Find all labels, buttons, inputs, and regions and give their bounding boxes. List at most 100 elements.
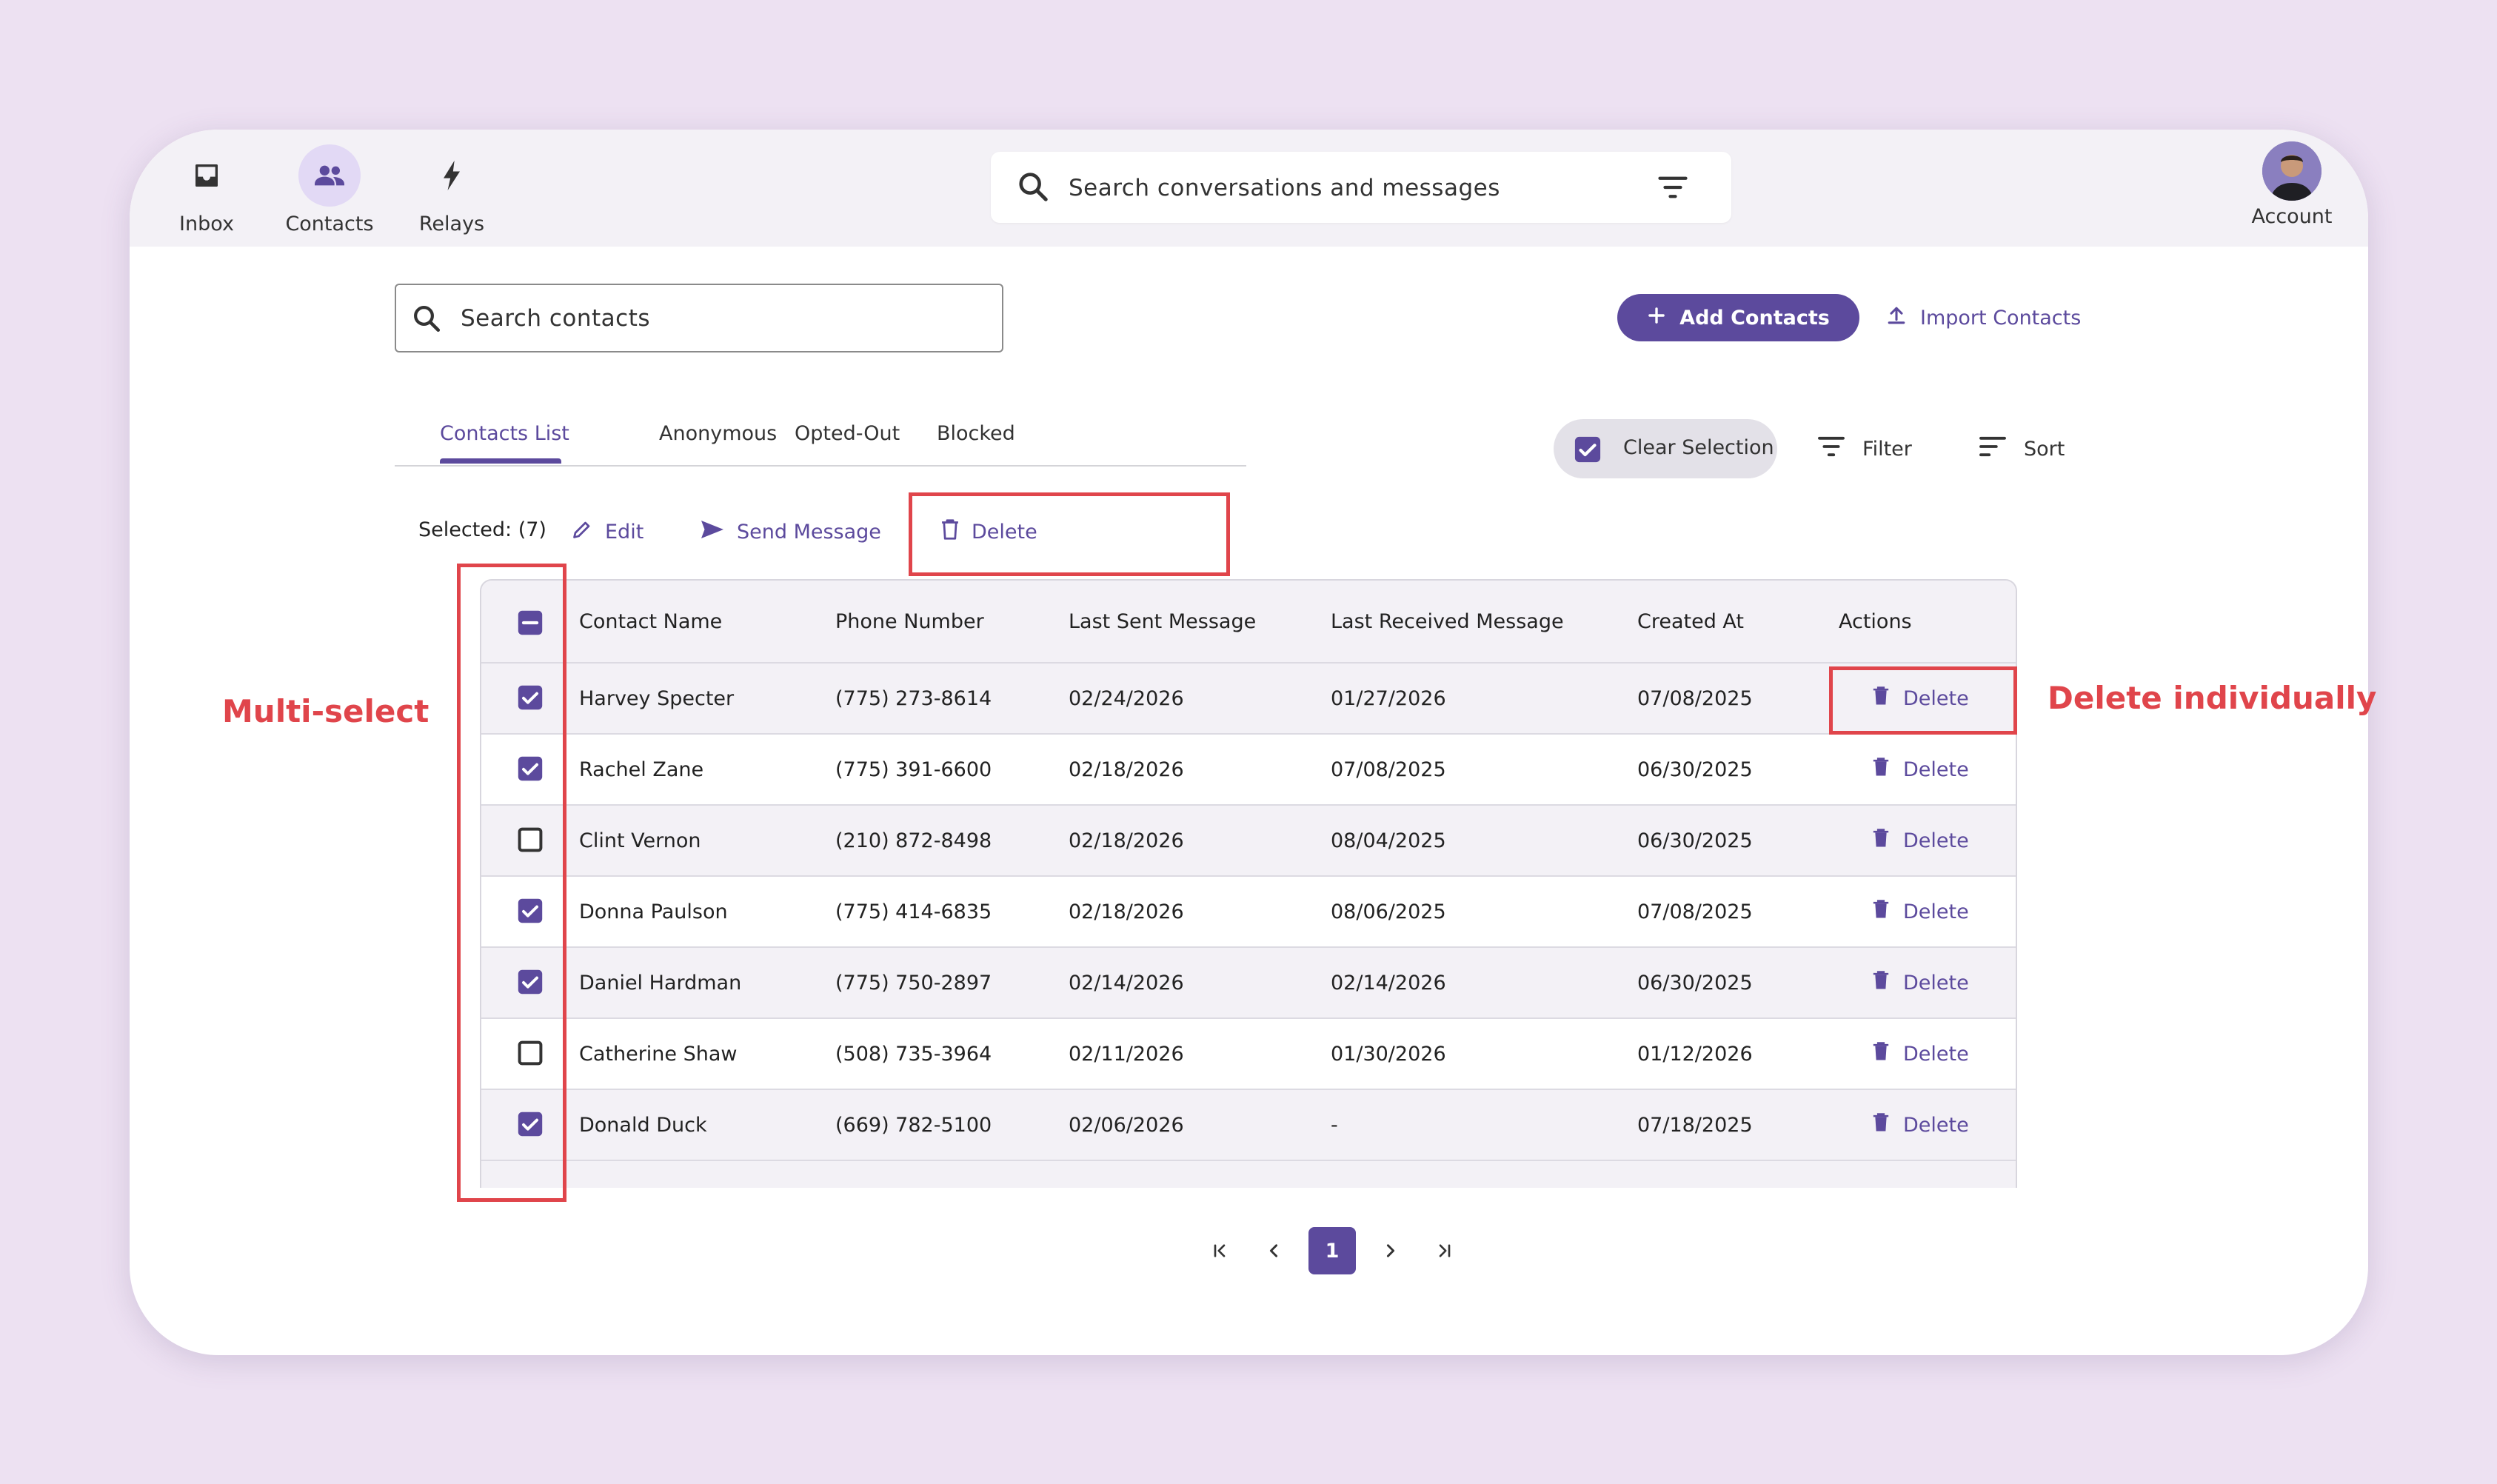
table-row[interactable]: Rachel Zane (775) 391-6600 02/18/2026 07/08… [481,735,2016,806]
search-icon [1016,170,1050,207]
nav-item-inbox[interactable]: Inbox [151,144,262,235]
nav-label-inbox: Inbox [179,213,234,235]
row-checkbox-checked[interactable] [517,755,544,785]
contacts-table: Contact Name Phone Number Last Sent Mess… [480,579,2017,1188]
selected-count: Selected: (7) [418,518,546,541]
bulk-edit-button[interactable]: Edit [571,518,644,546]
row-checkbox-checked[interactable] [517,969,544,998]
row-delete-button[interactable]: Delete [1872,828,1969,854]
tab-opted-out[interactable]: Opted-Out [795,422,900,445]
row-delete-label: Delete [1903,900,1969,923]
row-checkbox-unchecked[interactable] [517,1040,544,1069]
current-page-button[interactable]: 1 [1308,1227,1356,1274]
column-header-created-at[interactable]: Created At [1637,610,1745,633]
last-sent-cell: 02/18/2026 [1069,900,1184,923]
trash-icon [1872,1041,1890,1067]
account-label: Account [2251,205,2333,228]
row-checkbox-checked[interactable] [517,684,544,714]
bolt-icon [421,144,483,207]
last-sent-cell: 02/14/2026 [1069,972,1184,995]
sort-button[interactable]: Sort [1978,435,2065,464]
sort-label: Sort [2024,438,2065,461]
created-at-cell: 07/18/2025 [1637,1114,1753,1137]
nav-item-relays[interactable]: Relays [396,144,507,235]
contact-name-cell: Daniel Hardman [579,972,742,995]
account-menu[interactable]: Account [2218,141,2366,228]
last-sent-cell: 02/18/2026 [1069,829,1184,852]
filter-icon[interactable] [1657,174,1688,204]
column-header-last-received-message[interactable]: Last Received Message [1331,610,1564,633]
row-checkbox-unchecked[interactable] [517,826,544,856]
tab-blocked[interactable]: Blocked [937,422,1015,445]
last-sent-cell: 02/24/2026 [1069,687,1184,710]
clear-selection-label: Clear Selection [1623,436,1774,459]
phone-number-cell: (508) 735-3964 [835,1043,992,1066]
select-all-checkbox[interactable] [517,609,544,639]
row-delete-label: Delete [1903,829,1969,852]
last-received-cell: 07/08/2025 [1331,758,1446,781]
column-header-contact-name[interactable]: Contact Name [579,610,723,633]
multi-select-highlight [457,564,566,1202]
row-delete-button[interactable]: Delete [1872,1041,1969,1067]
column-header-phone-number[interactable]: Phone Number [835,610,984,633]
bulk-send-message-button[interactable]: Send Message [700,518,881,546]
import-contacts-button[interactable]: Import Contacts [1886,294,2081,341]
row-delete-button[interactable]: Delete [1872,686,1969,712]
active-tab-indicator [440,458,561,464]
contact-name-cell: Clint Vernon [579,829,701,852]
created-at-cell: 06/30/2025 [1637,972,1753,995]
clear-selection-button[interactable]: Clear Selection [1554,419,1777,478]
previous-page-icon[interactable] [1250,1227,1297,1274]
table-header: Contact Name Phone Number Last Sent Mess… [481,581,2016,664]
filter-label: Filter [1862,438,1912,461]
avatar[interactable] [2262,141,2321,201]
row-delete-label: Delete [1903,1043,1969,1066]
contact-name-cell: Donald Duck [579,1114,707,1137]
filter-button[interactable]: Filter [1816,435,1912,464]
column-header-last-sent-message[interactable]: Last Sent Message [1069,610,1257,633]
tab-anonymous[interactable]: Anonymous [659,422,778,445]
contacts-search-input[interactable]: Search contacts [461,305,651,332]
phone-number-cell: (210) 872-8498 [835,829,992,852]
bulk-send-message-label: Send Message [737,521,881,544]
plus-icon [1647,306,1666,330]
trash-icon [1872,828,1890,854]
global-search-input[interactable]: Search conversations and messages [1069,175,1500,201]
search-icon [411,303,442,337]
tab-contacts-list[interactable]: Contacts List [440,422,569,445]
created-at-cell: 01/12/2026 [1637,1043,1753,1066]
contacts-icon [298,144,361,207]
row-delete-button[interactable]: Delete [1872,970,1969,996]
row-delete-label: Delete [1903,687,1969,710]
last-received-cell: 01/30/2026 [1331,1043,1446,1066]
created-at-cell: 06/30/2025 [1637,829,1753,852]
upload-icon [1886,305,1907,331]
table-row[interactable]: Catherine Shaw (508) 735-3964 02/11/2026 01… [481,1019,2016,1090]
table-row[interactable]: Harvey Specter (775) 273-8614 02/24/2026 01… [481,664,2016,735]
row-checkbox-checked[interactable] [517,898,544,927]
add-contacts-button[interactable]: Add Contacts [1617,294,1859,341]
bulk-delete-button[interactable]: Delete [940,518,1037,546]
next-page-icon[interactable] [1367,1227,1414,1274]
first-page-icon[interactable] [1196,1227,1243,1274]
table-row[interactable]: Donald Duck (669) 782-5100 02/06/2026 - 07/1… [481,1090,2016,1161]
table-row[interactable]: Clint Vernon (210) 872-8498 02/18/2026 08/0… [481,806,2016,877]
global-search[interactable]: Search conversations and messages [991,152,1731,223]
phone-number-cell: (775) 391-6600 [835,758,992,781]
row-checkbox-checked[interactable] [517,1111,544,1140]
row-delete-button[interactable]: Delete [1872,1112,1969,1138]
trash-icon [1872,970,1890,996]
nav-item-contacts[interactable]: Contacts [274,144,385,235]
table-row[interactable]: Donna Paulson (775) 414-6835 02/18/2026 08/… [481,877,2016,948]
delete-individually-annotation: Delete individually [2048,680,2377,716]
row-delete-button[interactable]: Delete [1872,757,1969,783]
top-bar: Inbox Contacts Relays Search conversatio… [130,130,2368,247]
last-page-icon[interactable] [1421,1227,1468,1274]
row-delete-button[interactable]: Delete [1872,899,1969,925]
created-at-cell: 06/30/2025 [1637,758,1753,781]
trash-outline-icon [940,518,960,546]
filter-icon [1816,435,1846,464]
contacts-search[interactable]: Search contacts [395,284,1003,352]
table-row[interactable]: Daniel Hardman (775) 750-2897 02/14/2026 02… [481,948,2016,1019]
app-window: Inbox Contacts Relays Search conversatio… [130,130,2368,1355]
